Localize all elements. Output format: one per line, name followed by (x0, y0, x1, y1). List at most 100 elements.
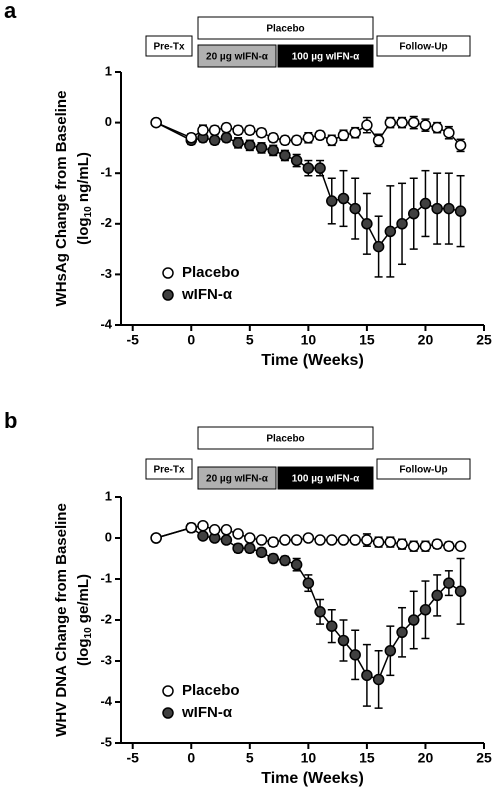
data-point (290, 534, 303, 546)
data-point (443, 202, 455, 215)
phase-label: Placebo (266, 24, 304, 35)
phase-label: 100 µg wIFN-α (292, 474, 360, 485)
data-point (454, 540, 467, 552)
data-point (208, 124, 221, 136)
y-tick-label: -3 (100, 652, 112, 667)
x-tick-label: 0 (187, 332, 195, 348)
phase-box (376, 458, 471, 480)
phase-box (197, 44, 277, 68)
phase-label: 20 µg wIFN-α (206, 52, 269, 63)
phase-label: Follow-Up (399, 465, 447, 476)
legend-marker (162, 707, 174, 719)
x-tick-label: 5 (246, 750, 254, 766)
data-point (326, 620, 338, 632)
data-point (407, 207, 420, 220)
data-point (302, 162, 315, 174)
data-point (361, 119, 373, 131)
data-point (255, 142, 268, 154)
legend-label: wIFN-α (181, 286, 233, 303)
data-point (407, 540, 420, 552)
data-point (208, 134, 221, 147)
data-point (314, 534, 326, 546)
phase-label: 20 µg wIFN-α (206, 474, 269, 485)
y-tick-label: -3 (100, 266, 112, 281)
x-tick-label: 25 (476, 750, 492, 766)
data-point (431, 121, 443, 134)
data-point (267, 552, 279, 565)
data-point (267, 536, 279, 548)
legend-marker (162, 267, 174, 279)
data-point (396, 218, 408, 230)
data-point (326, 134, 338, 147)
panel-label: a (4, 0, 17, 23)
legend-label: Placebo (182, 682, 240, 699)
data-point (384, 225, 397, 238)
data-point (443, 577, 455, 589)
phase-label: Pre-Tx (153, 465, 185, 476)
data-point (407, 116, 420, 129)
y-tick-label: -2 (100, 611, 112, 626)
data-point (419, 604, 432, 616)
x-tick-label: -5 (126, 750, 139, 766)
legend-label: Placebo (182, 264, 240, 281)
data-point (419, 119, 432, 131)
data-point (279, 149, 291, 162)
y-tick-label: 1 (105, 63, 112, 78)
x-tick-label: 10 (301, 332, 317, 348)
data-point (244, 124, 256, 136)
legend-marker (162, 289, 174, 301)
phase-label: Follow-Up (399, 42, 447, 53)
data-point (349, 126, 361, 139)
data-point (326, 534, 338, 546)
data-point (255, 534, 268, 546)
x-tick-label: 5 (246, 332, 254, 348)
y-axis-label: WHsAg Change from Baseline (53, 91, 70, 307)
data-point (150, 116, 162, 129)
data-point (232, 528, 244, 540)
y-tick-label: -4 (100, 316, 112, 331)
y-tick-label: -4 (100, 693, 112, 708)
data-point (185, 522, 198, 534)
y-tick-label: 0 (105, 114, 112, 129)
data-point (314, 129, 326, 141)
y-axis-unit: (log10 ng/mL) (75, 152, 94, 245)
x-axis-label: Time (Weeks) (261, 352, 364, 369)
data-point (314, 162, 326, 174)
phase-label: Placebo (266, 434, 304, 445)
x-tick-label: 15 (359, 750, 375, 766)
y-tick-label: -5 (100, 734, 112, 749)
x-tick-label: 15 (359, 332, 375, 348)
phase-box (376, 35, 471, 57)
y-axis-label: WHV DNA Change from Baseline (53, 503, 70, 737)
data-point (384, 645, 397, 657)
x-tick-label: 20 (418, 750, 434, 766)
x-tick-label: 25 (476, 332, 492, 348)
data-point (349, 534, 361, 546)
phase-box (197, 426, 374, 450)
data-point (279, 554, 291, 567)
data-point (431, 202, 443, 215)
data-point (279, 534, 291, 546)
data-point (431, 589, 443, 602)
phase-box (197, 16, 374, 40)
data-point (290, 134, 303, 147)
unit-suffix: ng/mL) (75, 152, 92, 206)
y-tick-label: -1 (100, 165, 112, 180)
unit-sub: 10 (83, 206, 94, 218)
data-point (267, 144, 279, 157)
unit-prefix: (log (75, 638, 92, 666)
data-point (349, 649, 361, 661)
data-point (326, 195, 338, 207)
data-point (220, 534, 233, 546)
phase-label: Pre-Tx (153, 42, 185, 53)
data-point (290, 558, 303, 571)
data-point (255, 546, 268, 559)
data-point (431, 538, 443, 550)
x-tick-label: 10 (301, 750, 317, 766)
data-point (454, 205, 467, 217)
data-point (419, 540, 432, 552)
data-point (361, 534, 373, 546)
data-point (232, 137, 244, 149)
data-point (443, 540, 455, 552)
